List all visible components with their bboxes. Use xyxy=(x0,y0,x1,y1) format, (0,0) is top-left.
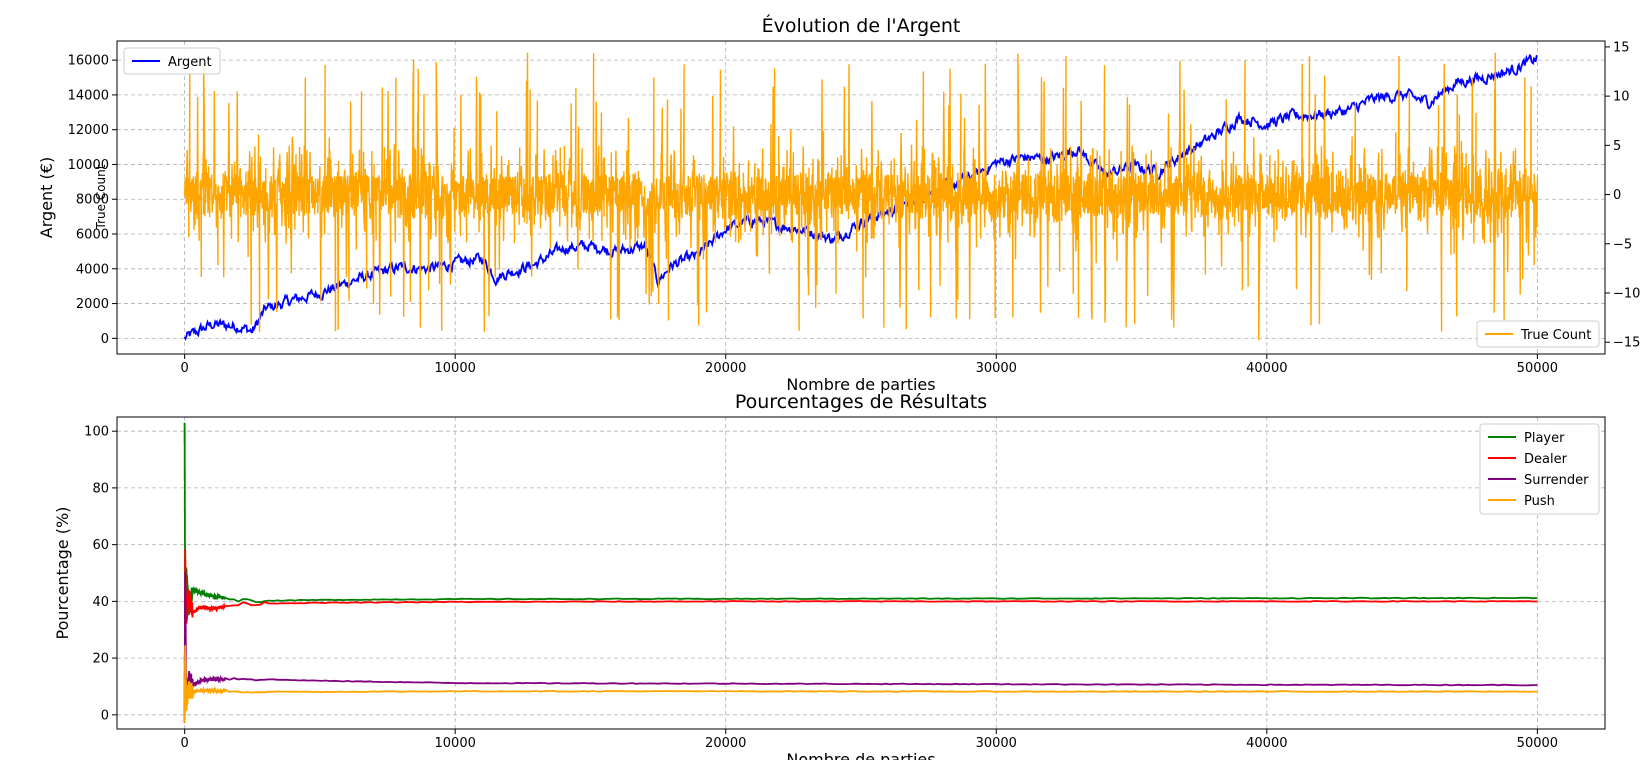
x-axis-label: Nombre de parties xyxy=(786,750,935,760)
x-tick-label: 40000 xyxy=(1246,361,1287,376)
x-tick-label: 50000 xyxy=(1517,361,1558,376)
series-line-dealer xyxy=(183,549,1538,723)
legend-label: Player xyxy=(1524,431,1565,446)
legend-box xyxy=(1479,423,1600,515)
y-right-tick-label: 0 xyxy=(1613,188,1621,203)
y-right-tick-label: 10 xyxy=(1613,90,1630,105)
x-tick-label: 0 xyxy=(180,736,188,751)
chart-title: Pourcentages de Résultats xyxy=(735,391,987,413)
y-tick-label: 80 xyxy=(92,481,109,496)
x-tick-label: 30000 xyxy=(976,736,1017,751)
legend-box-argent xyxy=(123,47,221,75)
y-tick-label: 60 xyxy=(92,538,109,553)
legend-label: Push xyxy=(1524,494,1555,509)
y-tick-label: 20 xyxy=(92,652,109,667)
series-line-surrender xyxy=(183,571,1538,722)
x-tick-label: 10000 xyxy=(435,736,476,751)
y-tick-label: 14000 xyxy=(68,88,109,103)
series-line-true-count xyxy=(183,52,1539,341)
y-axis-label: Argent (€) xyxy=(37,157,56,238)
y-tick-label: 2000 xyxy=(76,297,109,312)
series-line-player xyxy=(183,422,1538,637)
x-tick-label: 50000 xyxy=(1517,736,1558,751)
plot-area xyxy=(183,422,1538,723)
y-tick-label: 0 xyxy=(101,332,109,347)
series-line-push xyxy=(183,645,1538,723)
y-right-tick-label: 15 xyxy=(1613,40,1630,55)
x-tick-label: 10000 xyxy=(435,361,476,376)
legend-label: Dealer xyxy=(1524,452,1568,467)
y-axis-label: Pourcentage (%) xyxy=(53,507,72,640)
y-tick-label: 0 xyxy=(101,708,109,723)
x-tick-label: 40000 xyxy=(1246,736,1287,751)
legend-label-argent: Argent xyxy=(168,55,212,70)
y-right-tick-label: −15 xyxy=(1613,336,1640,351)
results-chart: 0 10000 20000 30000 40000 50000 0 20 40 60 80 100 Po… xyxy=(53,391,1606,760)
y-tick-label: 16000 xyxy=(68,54,109,69)
axes-frame xyxy=(116,416,1606,730)
y-tick-label: 12000 xyxy=(68,123,109,138)
y-tick-label: 100 xyxy=(84,425,109,440)
y-right-tick-label: 5 xyxy=(1613,139,1621,154)
x-tick-label: 20000 xyxy=(705,736,746,751)
y-right-axis-label: True Count xyxy=(94,164,108,230)
x-tick-label: 30000 xyxy=(976,361,1017,376)
x-axis-label: Nombre de parties xyxy=(786,375,935,394)
y-tick-label: 4000 xyxy=(76,262,109,277)
plot-area xyxy=(183,52,1539,341)
y-tick-label: 10000 xyxy=(68,158,109,173)
legend-box-true-count xyxy=(1476,320,1600,348)
axes-frame xyxy=(116,40,1606,355)
x-tick-label: 0 xyxy=(180,361,188,376)
y-right-tick-label: −10 xyxy=(1613,286,1640,301)
y-right-tick-label: −5 xyxy=(1613,237,1632,252)
money-chart: 0 10000 20000 30000 40000 50000 0 2000 4000 6000 8… xyxy=(37,14,1640,394)
x-tick-label: 20000 xyxy=(705,361,746,376)
chart-title: Évolution de l'Argent xyxy=(762,14,961,37)
legend-label-true-count: True Count xyxy=(1520,328,1591,343)
y-tick-label: 40 xyxy=(92,595,109,610)
y-tick-label: 8000 xyxy=(76,193,109,208)
y-tick-label: 6000 xyxy=(76,228,109,243)
legend-label: Surrender xyxy=(1524,473,1589,488)
